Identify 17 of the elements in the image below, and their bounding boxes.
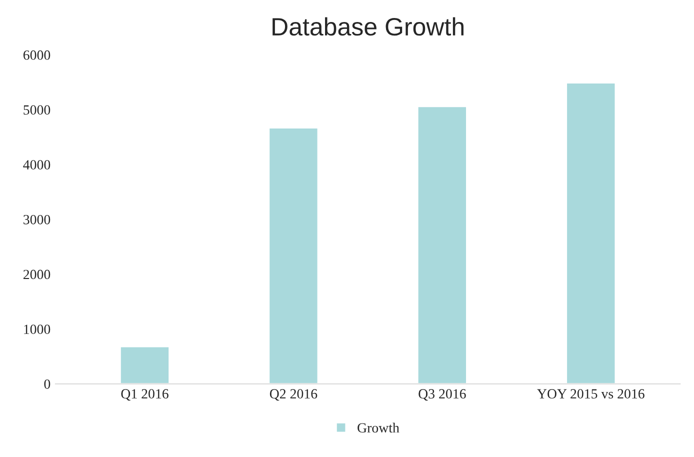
bar: [120, 346, 170, 384]
y-tick-label: 6000: [23, 50, 50, 60]
x-tick-label: YOY 2015 vs 2016: [537, 389, 644, 399]
x-tick-label: Q2 2016: [270, 389, 318, 401]
chart-title: Database Growth: [272, 17, 464, 36]
y-tick-label: 3000: [24, 214, 50, 224]
y-tick-label: 5000: [24, 105, 50, 115]
y-tick-label: 0: [44, 379, 50, 389]
x-tick-label: Q3 2016: [418, 389, 466, 401]
bar: [268, 127, 319, 384]
legend-label: Growth: [358, 422, 400, 433]
y-tick-label: 1000: [24, 324, 50, 334]
x-tick-label: Q1 2016: [121, 389, 168, 401]
y-tick-label: 2000: [23, 270, 50, 280]
bar: [566, 82, 616, 384]
y-tick-label: 4000: [23, 160, 50, 170]
bar: [416, 106, 468, 384]
